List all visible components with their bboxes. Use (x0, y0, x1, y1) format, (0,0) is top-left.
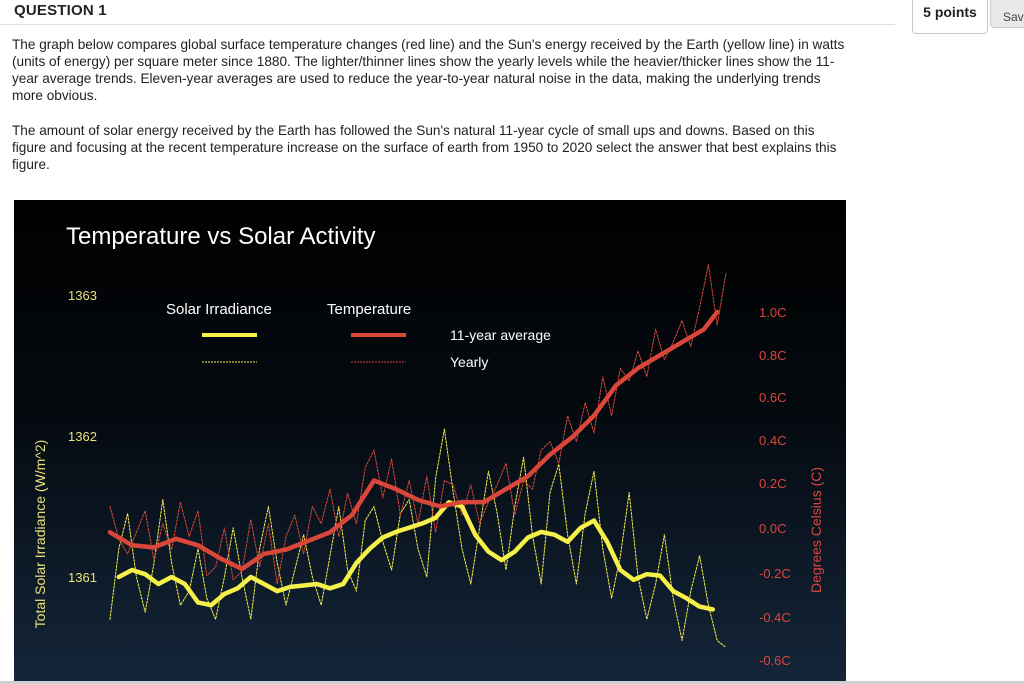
right-tick-label: 1.0C (759, 305, 786, 320)
solar-yearly-line (109, 428, 727, 648)
right-tick-label: 0.4C (759, 433, 786, 448)
points-box: 5 points (912, 0, 988, 34)
left-tick-label: 1361 (68, 570, 97, 585)
right-tick-label: -0.2C (759, 566, 791, 581)
question-paragraph-1: The graph below compares global surface … (12, 37, 845, 103)
chart-svg: Temperature vs Solar Activity 1363 1362 … (32, 223, 824, 668)
left-tick-label: 1363 (68, 288, 97, 303)
right-axis-ticks: 1.0C 0.8C 0.6C 0.4C 0.2C 0.0C -0.2C -0.4… (759, 305, 791, 668)
header-divider (0, 24, 895, 25)
right-tick-label: -0.6C (759, 653, 791, 668)
legend-avg-label: 11-year average (450, 327, 551, 343)
chart-figure: Temperature vs Solar Activity 1363 1362 … (14, 200, 846, 684)
legend-yearly-label: Yearly (450, 354, 488, 370)
temperature-average-line (107, 309, 720, 572)
points-label: 5 points (923, 4, 977, 20)
right-tick-label: 0.0C (759, 521, 786, 536)
right-tick-label: 0.6C (759, 390, 786, 405)
right-tick-label: -0.4C (759, 610, 791, 625)
left-axis-label: Total Solar Irradiance (W/m^2) (32, 440, 48, 629)
question-title: QUESTION 1 (14, 2, 107, 19)
chart-title: Temperature vs Solar Activity (66, 223, 375, 250)
chart-legend: Solar Irradiance Temperature 11-year ave… (166, 301, 551, 370)
right-axis-label: Degrees Celsius (C) (808, 467, 824, 593)
question-paragraph-2: The amount of solar energy received by t… (12, 123, 837, 172)
save-button[interactable]: Save (990, 0, 1024, 28)
legend-solar-label: Solar Irradiance (166, 301, 272, 318)
right-tick-label: 0.2C (759, 476, 786, 491)
legend-temp-label: Temperature (327, 301, 411, 318)
bottom-divider (0, 681, 1024, 684)
right-tick-label: 0.8C (759, 348, 786, 363)
left-tick-label: 1362 (68, 429, 97, 444)
solar-average-line (116, 500, 716, 612)
series-layer (107, 264, 727, 648)
